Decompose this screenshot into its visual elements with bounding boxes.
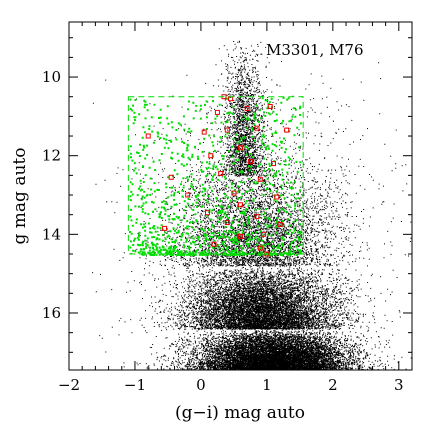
member-candidate-marker [257,245,263,251]
selected-stars-points [129,97,302,256]
member-candidate-marker [185,192,191,198]
member-candidate-marker [261,231,267,237]
x-tick-label: −1 [124,376,146,394]
field-stars-scatter [88,40,412,370]
member-candidate-marker [238,233,243,239]
member-candidate-marker [168,174,174,180]
member-candidate-marker [238,202,243,208]
member-candidate-marker [284,127,290,133]
x-axis-label: (g−i) mag auto [175,403,305,423]
member-candidate-marker [201,129,207,135]
member-candidate-marker [214,109,220,115]
y-tick-label: 14 [42,225,61,243]
plot-area [88,40,412,370]
member-candidate-marker [211,241,217,247]
x-tick-label: 0 [196,376,206,394]
y-tick-label: 10 [42,68,61,86]
x-tick-label: −2 [58,376,80,394]
x-tick-label: 3 [394,376,404,394]
member-candidate-marker [224,220,230,225]
member-candidate-marker [271,161,276,167]
member-candidate-marker [274,194,280,200]
member-candidate-marker [244,106,250,111]
y-axis-label: g mag auto [10,148,30,245]
member-candidate-marker [224,127,230,133]
y-tick-label: 12 [42,147,61,165]
member-candidate-marker [254,125,260,131]
member-candidate-marker [277,222,283,227]
member-candidate-marker [218,170,224,176]
member-candidates-points [145,94,290,257]
cluster-annotation: M3301, M76 [266,41,364,59]
selection-box [127,96,304,255]
field-stars-points [88,40,412,370]
member-candidate-marker [238,145,243,151]
axis-ticks [68,22,413,370]
x-tick-label: 2 [328,376,338,394]
member-candidate-marker [247,159,253,165]
member-candidate-marker [254,214,260,220]
member-candidate-marker [231,190,237,196]
member-candidate-marker [205,210,210,216]
y-tick-label: 16 [42,304,61,322]
x-tick-label: 1 [262,376,272,394]
member-candidate-marker [208,153,214,159]
selected-stars-scatter [129,97,302,256]
member-candidate-marker [257,176,263,182]
member-candidate-marker [267,104,273,109]
member-candidate-marker [162,225,168,231]
member-candidate-marker [145,133,151,139]
